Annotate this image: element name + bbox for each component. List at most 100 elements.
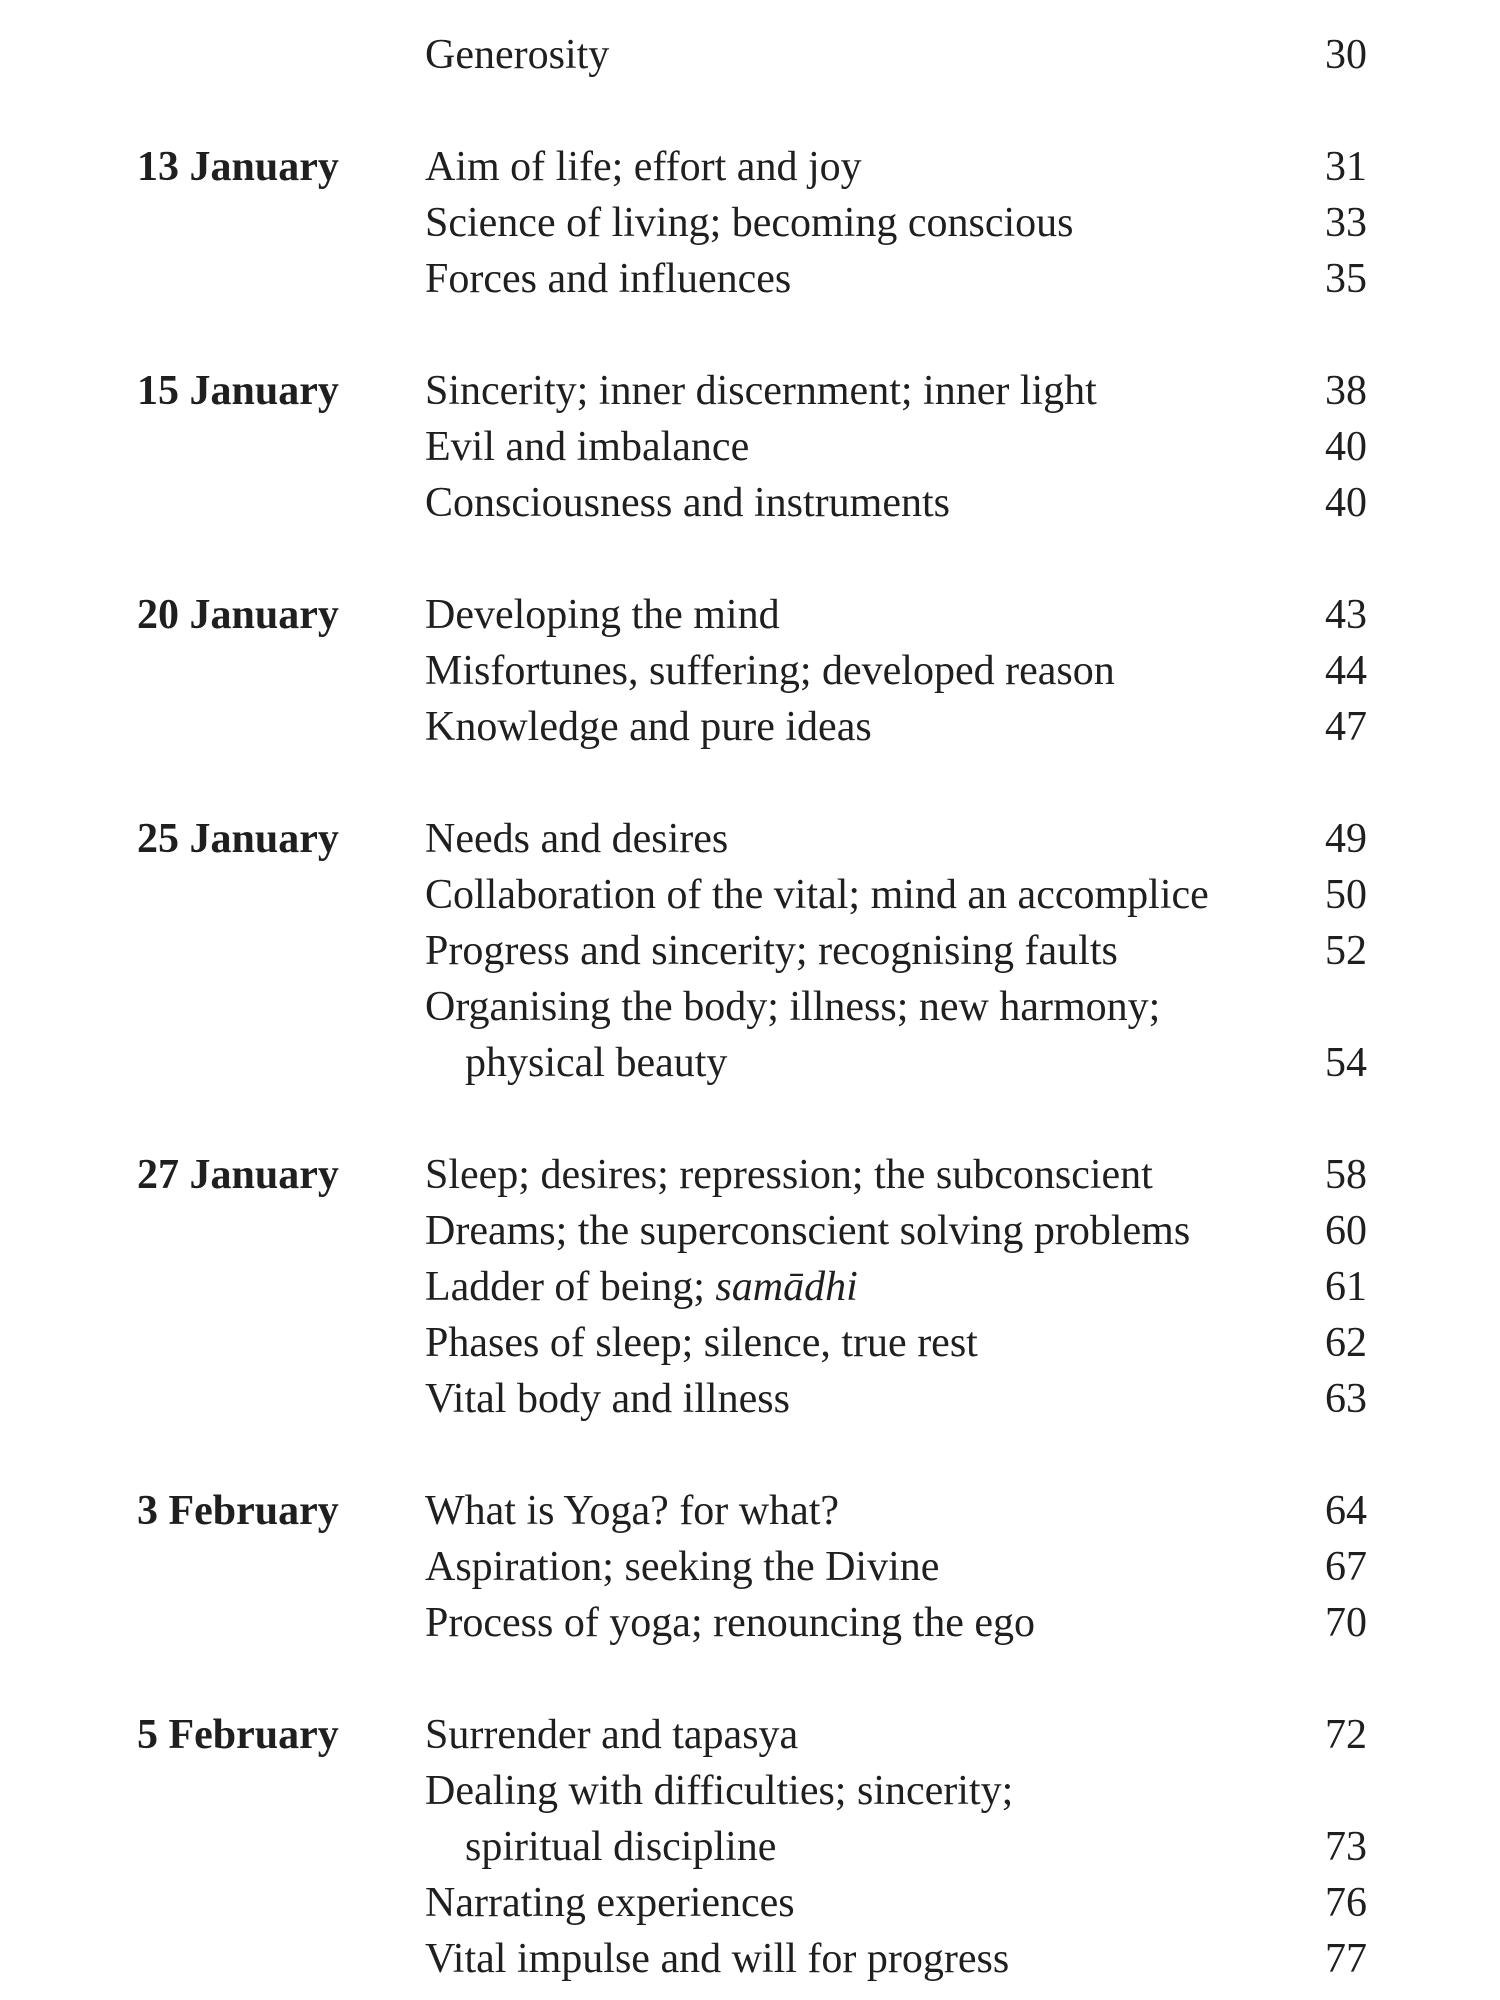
entry-title: Forces and influences xyxy=(425,251,1287,307)
entry-title: Phases of sleep; silence, true rest xyxy=(425,1315,1287,1371)
page-number: 61 xyxy=(1325,1264,1367,1310)
entry-title-text: physical beauty xyxy=(465,1040,728,1086)
page-number: 44 xyxy=(1325,648,1367,694)
toc-row: Narrating experiences 76 xyxy=(137,1875,1367,1931)
toc-row: physical beauty 54 xyxy=(137,1035,1367,1091)
entry-title-text: What is Yoga? for what? xyxy=(425,1488,840,1534)
entry-title: Science of living; becoming conscious xyxy=(425,195,1287,251)
toc-section: Generosity 30 xyxy=(137,27,1367,83)
entry-title-text: Misfortunes, suffering; developed reason xyxy=(425,648,1115,694)
entry-title: Consciousness and instruments xyxy=(425,475,1287,531)
page-number: 67 xyxy=(1325,1544,1367,1590)
page-number: 70 xyxy=(1325,1600,1367,1646)
page-number: 72 xyxy=(1325,1712,1367,1758)
entry-title-text: Process of yoga; renouncing the ego xyxy=(425,1600,1036,1646)
toc-row: Collaboration of the vital; mind an acco… xyxy=(137,867,1367,923)
entry-title-text: Generosity xyxy=(425,32,610,78)
toc-row: Science of living; becoming conscious 33 xyxy=(137,195,1367,251)
entry-title: Aspiration; seeking the Divine xyxy=(425,1539,1287,1595)
entry-title: Vital body and illness xyxy=(425,1371,1287,1427)
toc-row: 13 January Aim of life; effort and joy 31 xyxy=(137,139,1367,195)
page-number: 64 xyxy=(1325,1488,1367,1534)
entry-title: Progress and sincerity; recognising faul… xyxy=(425,923,1287,979)
page-number: 73 xyxy=(1325,1824,1367,1870)
entry-title-text: Vital body and illness xyxy=(425,1376,790,1422)
page-number: 35 xyxy=(1325,256,1367,302)
toc-row: Process of yoga; renouncing the ego 70 xyxy=(137,1595,1367,1651)
entry-title-text: Aspiration; seeking the Divine xyxy=(425,1544,940,1590)
date-label: 13 January xyxy=(137,144,339,190)
toc-row: 20 January Developing the mind 43 xyxy=(137,587,1367,643)
entry-title-text: Developing the mind xyxy=(425,592,780,638)
entry-title-text: Collaboration of the vital; mind an acco… xyxy=(425,872,1209,918)
toc-section: 20 January Developing the mind 43 Misfortun… xyxy=(137,587,1367,755)
toc-section: 15 January Sincerity; inner discernment; … xyxy=(137,363,1367,531)
entry-title-text: Organising the body; illness; new harmon… xyxy=(425,984,1161,1030)
toc-row: Vital body and illness 63 xyxy=(137,1371,1367,1427)
page-number: 47 xyxy=(1325,704,1367,750)
toc-row: Consciousness and instruments 40 xyxy=(137,475,1367,531)
toc-section: 3 February What is Yoga? for what? 64 Aspir… xyxy=(137,1483,1367,1651)
entry-title-text: Forces and influences xyxy=(425,256,792,302)
entry-title-text: Dealing with difficulties; sincerity; xyxy=(425,1768,1014,1814)
entry-title: Developing the mind xyxy=(425,587,1287,643)
toc-row: Organising the body; illness; new harmon… xyxy=(137,979,1367,1035)
entry-title: What is Yoga? for what? xyxy=(425,1483,1287,1539)
toc-section: 5 February Surrender and tapasya 72 Dealing… xyxy=(137,1707,1367,1987)
page-number: 31 xyxy=(1325,144,1367,190)
entry-title: Collaboration of the vital; mind an acco… xyxy=(425,867,1287,923)
page-number: 77 xyxy=(1325,1936,1367,1982)
date-label: 25 January xyxy=(137,816,339,862)
entry-title-text: Knowledge and pure ideas xyxy=(425,704,872,750)
entry-title: Organising the body; illness; new harmon… xyxy=(425,979,1287,1035)
date-label: 15 January xyxy=(137,368,339,414)
entry-title-text: Surrender and tapasya xyxy=(425,1712,799,1758)
date-label: 3 February xyxy=(137,1488,339,1534)
page-number: 76 xyxy=(1325,1880,1367,1926)
page-number: 40 xyxy=(1325,480,1367,526)
entry-title: Evil and imbalance xyxy=(425,419,1287,475)
page-number: 33 xyxy=(1325,200,1367,246)
entry-title: Generosity xyxy=(425,27,1287,83)
toc-row: 3 February What is Yoga? for what? 64 xyxy=(137,1483,1367,1539)
toc-row: spiritual discipline 73 xyxy=(137,1819,1367,1875)
date-label: 20 January xyxy=(137,592,339,638)
entry-title: Misfortunes, suffering; developed reason xyxy=(425,643,1287,699)
toc-row: Knowledge and pure ideas 47 xyxy=(137,699,1367,755)
entry-title: Ladder of being; samādhi xyxy=(425,1259,1287,1315)
entry-title: Vital impulse and will for progress xyxy=(425,1931,1287,1987)
page-number: 49 xyxy=(1325,816,1367,862)
toc-row: Dreams; the superconscient solving probl… xyxy=(137,1203,1367,1259)
toc-row: Phases of sleep; silence, true rest 62 xyxy=(137,1315,1367,1371)
page-number: 54 xyxy=(1325,1040,1367,1086)
date-label: 5 February xyxy=(137,1712,339,1758)
entry-title-italic-term: samādhi xyxy=(715,1264,858,1310)
page-number: 52 xyxy=(1325,928,1367,974)
entry-title-text: Ladder of being; xyxy=(425,1264,716,1310)
entry-title: Sleep; desires; repression; the subconsc… xyxy=(425,1147,1287,1203)
toc-row: 27 January Sleep; desires; repression; th… xyxy=(137,1147,1367,1203)
page-number: 38 xyxy=(1325,368,1367,414)
entry-title-text: Aim of life; effort and joy xyxy=(425,144,862,190)
toc-row: Dealing with difficulties; sincerity; xyxy=(137,1763,1367,1819)
entry-title: Aim of life; effort and joy xyxy=(425,139,1287,195)
entry-title-text: Needs and desires xyxy=(425,816,729,862)
toc-section: 13 January Aim of life; effort and joy 31 S… xyxy=(137,139,1367,307)
entry-title: Needs and desires xyxy=(425,811,1287,867)
date-label: 27 January xyxy=(137,1152,339,1198)
toc-section: 27 January Sleep; desires; repression; th… xyxy=(137,1147,1367,1427)
toc-row: 5 February Surrender and tapasya 72 xyxy=(137,1707,1367,1763)
page-number: 50 xyxy=(1325,872,1367,918)
entry-title: Process of yoga; renouncing the ego xyxy=(425,1595,1287,1651)
toc-row: Misfortunes, suffering; developed reason… xyxy=(137,643,1367,699)
entry-title-text: Phases of sleep; silence, true rest xyxy=(425,1320,978,1366)
toc-row: Evil and imbalance 40 xyxy=(137,419,1367,475)
entry-title: Knowledge and pure ideas xyxy=(425,699,1287,755)
toc-section: 25 January Needs and desires 49 Collaborati… xyxy=(137,811,1367,1091)
entry-title: Surrender and tapasya xyxy=(425,1707,1287,1763)
entry-title: spiritual discipline xyxy=(425,1819,1287,1875)
page-number: 62 xyxy=(1325,1320,1367,1366)
entry-title-text: Vital impulse and will for progress xyxy=(425,1936,1010,1982)
toc-row: Aspiration; seeking the Divine 67 xyxy=(137,1539,1367,1595)
toc-row: Forces and influences 35 xyxy=(137,251,1367,307)
